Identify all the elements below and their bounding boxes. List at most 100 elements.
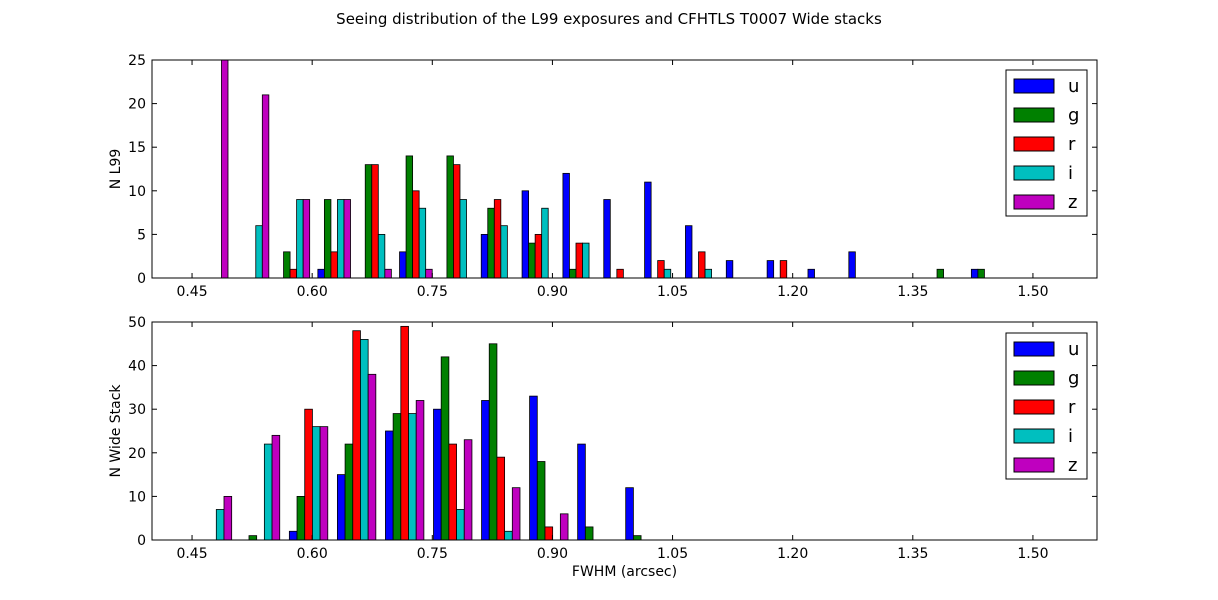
- bar-u-2: [288, 530, 298, 541]
- bar-i-11: [663, 268, 672, 279]
- x-tick-label: 0.90: [537, 546, 568, 562]
- bar-z-1: [261, 94, 270, 279]
- bar-r-10: [616, 268, 624, 279]
- bar-g-18: [936, 268, 944, 279]
- top-panel: 0.45 0.60 0.75 0.90 1.05 1.20 1.35 1.50 0 5 10 15 20…: [108, 53, 1098, 300]
- bar-u-8: [521, 190, 530, 279]
- bar-u-13: [725, 260, 734, 279]
- bar-r-7: [544, 526, 554, 541]
- bar-u-3: [336, 474, 346, 541]
- y-tick-label: 25: [128, 53, 146, 69]
- bar-r-5: [412, 190, 420, 279]
- bottom-panel: 0.45 0.60 0.75 0.90 1.05 1.20 1.35 1.50 0 10 20 30 4…: [108, 315, 1098, 580]
- bar-i-0: [215, 509, 225, 541]
- bar-u-7: [529, 395, 538, 541]
- legend-label-r: r: [1068, 134, 1076, 155]
- bar-i-3: [360, 339, 369, 541]
- y-tick-label: 30: [128, 402, 146, 418]
- bar-i-6: [504, 530, 513, 541]
- legend-swatch-i: [1013, 428, 1055, 444]
- bar-r-5: [448, 443, 457, 541]
- bar-r-4: [400, 325, 409, 541]
- legend-label-r: r: [1068, 397, 1076, 418]
- bar-u-15: [807, 268, 815, 279]
- figure-title: Seeing distribution of the L99 exposures…: [336, 10, 882, 28]
- legend-label-i: i: [1068, 163, 1073, 184]
- bar-g-9: [632, 535, 642, 541]
- x-tick-label: 1.20: [777, 546, 808, 562]
- y-tick-label: 0: [137, 271, 146, 287]
- x-tick-label: 0.90: [537, 284, 568, 300]
- bar-r-8: [534, 233, 543, 279]
- bar-z-5: [425, 268, 433, 279]
- x-tick-label: 0.60: [297, 284, 328, 300]
- legend-label-z: z: [1068, 455, 1077, 476]
- bar-u-5: [399, 251, 407, 279]
- bar-i-7: [500, 225, 508, 279]
- bar-g-2: [296, 495, 306, 541]
- bar-z-4: [415, 400, 425, 541]
- bar-g-8: [528, 242, 536, 279]
- legend-swatch-z: [1013, 194, 1055, 210]
- bar-i-1: [255, 225, 263, 279]
- bar-u-9: [562, 172, 570, 279]
- bar-g-7: [487, 207, 495, 279]
- bar-r-14: [779, 260, 788, 279]
- bar-i-5: [418, 207, 427, 279]
- y-tick-label: 20: [128, 446, 146, 462]
- bar-z-4: [384, 268, 392, 279]
- bar-u-9: [625, 487, 634, 541]
- bar-z-3: [367, 373, 377, 541]
- bar-z-7: [559, 513, 569, 541]
- bar-g-7: [536, 461, 546, 541]
- x-tick-label: 1.50: [1017, 546, 1048, 562]
- bar-i-2: [312, 426, 321, 541]
- bar-r-3: [352, 330, 361, 541]
- bar-g-6: [446, 155, 454, 279]
- bar-g-8: [584, 526, 594, 541]
- bar-g-3: [323, 199, 332, 279]
- legend-swatch-r: [1013, 136, 1055, 152]
- bar-r-2: [304, 408, 313, 541]
- bar-z-2: [302, 199, 311, 279]
- bar-z-1: [271, 434, 281, 541]
- legend-label-u: u: [1068, 339, 1079, 360]
- bar-g-4: [364, 164, 373, 279]
- bar-r-3: [330, 251, 338, 279]
- legend-swatch-g: [1013, 107, 1055, 123]
- bar-g-9: [569, 268, 577, 279]
- y-tick-label: 15: [128, 140, 146, 156]
- bar-i-5: [456, 509, 465, 541]
- bar-g-19: [977, 268, 985, 279]
- bar-g-4: [392, 413, 402, 541]
- x-tick-label: 1.05: [657, 284, 688, 300]
- bar-u-4: [385, 430, 394, 541]
- bar-z-3: [343, 199, 351, 279]
- bar-u-3: [317, 268, 325, 279]
- bar-r-6: [496, 456, 506, 541]
- legend-swatch-z: [1013, 457, 1055, 473]
- legend-label-z: z: [1068, 192, 1077, 213]
- bar-g-5: [405, 155, 414, 279]
- bar-r-2: [289, 268, 298, 279]
- bar-u-19: [970, 268, 979, 279]
- x-tick-label: 1.20: [777, 284, 808, 300]
- bar-u-6: [481, 400, 490, 541]
- bar-u-11: [644, 181, 652, 279]
- bar-g-1: [248, 535, 258, 541]
- legend-swatch-i: [1013, 165, 1055, 181]
- bar-u-14: [766, 260, 775, 279]
- x-tick-label: 0.45: [176, 284, 207, 300]
- bar-i-1: [263, 443, 273, 541]
- bar-i-4: [377, 233, 386, 279]
- bar-z-2: [319, 426, 329, 541]
- bar-i-9: [582, 242, 590, 279]
- bar-i-3: [337, 199, 345, 279]
- bar-r-4: [371, 164, 379, 279]
- bar-r-12: [698, 251, 706, 279]
- bar-u-12: [685, 225, 693, 279]
- x-tick-label: 1.05: [657, 546, 688, 562]
